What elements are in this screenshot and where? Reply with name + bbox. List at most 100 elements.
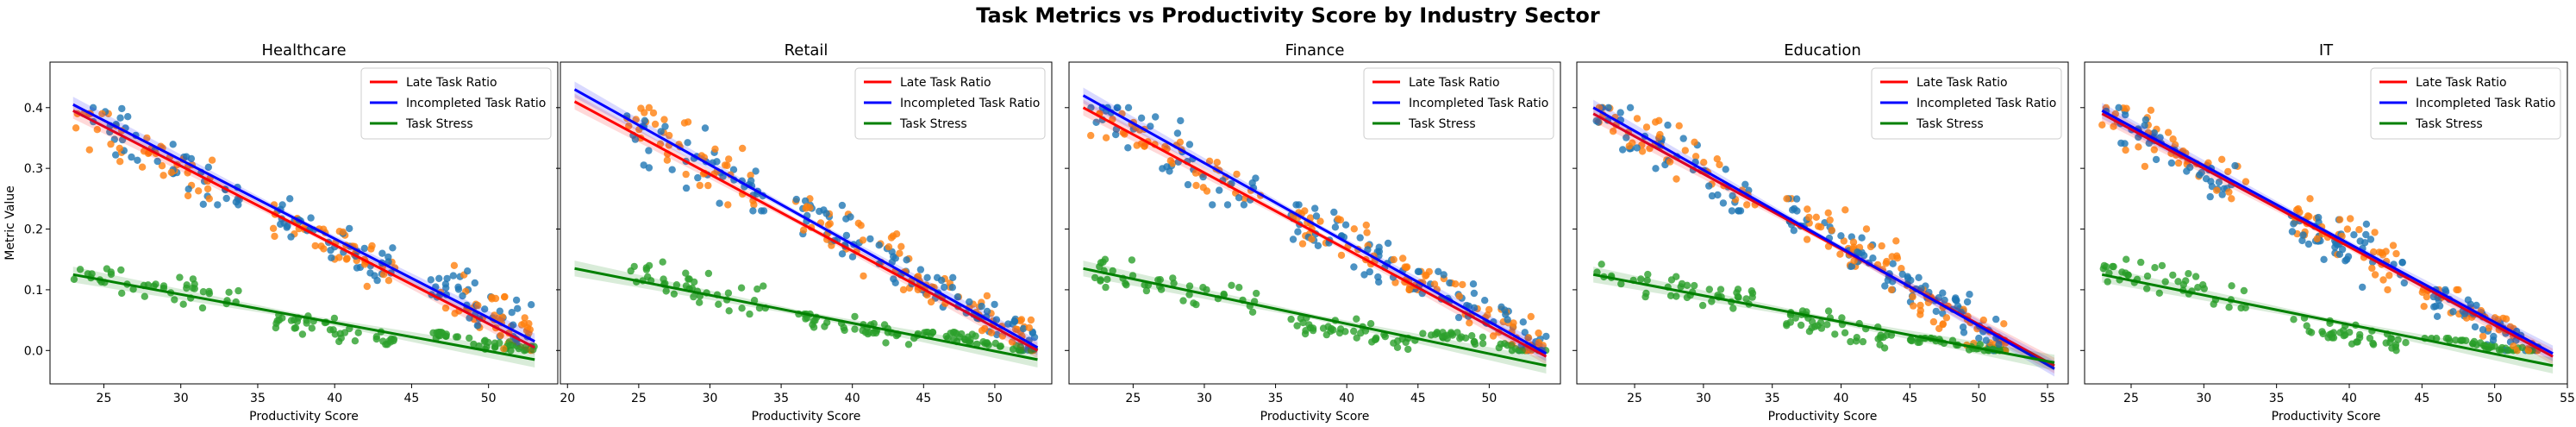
- x-tick-label: 40: [845, 392, 860, 405]
- late-point: [1679, 135, 1687, 142]
- stress-point: [1142, 286, 1151, 295]
- incompleted-point: [1390, 255, 1397, 264]
- incompleted-point: [116, 158, 124, 166]
- x-tick-label: 40: [1834, 392, 1849, 405]
- late-point: [1708, 192, 1716, 200]
- stress-point: [1122, 279, 1129, 287]
- stress-point: [2387, 335, 2396, 342]
- stress-point: [2402, 339, 2410, 347]
- legend: Late Task Ratio Incompleted Task Ratio Tas…: [360, 67, 552, 140]
- late-point: [1440, 271, 1447, 279]
- incompleted-point: [1141, 142, 1148, 150]
- incompleted-point: [269, 224, 278, 232]
- late-point: [631, 135, 640, 143]
- incompleted-point: [2385, 272, 2393, 279]
- stress-point: [2228, 282, 2235, 290]
- incompleted-point: [1102, 134, 1110, 141]
- late-point: [1941, 296, 1948, 305]
- legend-label-late-task-ratio: Late Task Ratio: [1409, 76, 1500, 90]
- late-point: [1092, 118, 1100, 126]
- stress-point: [2104, 278, 2111, 286]
- late-point: [2467, 300, 2474, 308]
- late-point: [510, 321, 517, 329]
- late-point: [512, 296, 521, 305]
- stress-point: [2303, 322, 2310, 330]
- x-tick-label: 45: [1410, 392, 1426, 405]
- incompleted-point: [927, 298, 935, 306]
- late-point: [1469, 280, 1478, 288]
- incompleted-point: [1910, 302, 1917, 310]
- stress-point: [496, 339, 503, 347]
- y-tick-label: 0.4: [24, 102, 43, 116]
- stress-point: [1976, 341, 1984, 349]
- stress-point: [1235, 284, 1243, 292]
- late-point: [729, 166, 738, 173]
- stress-point: [1253, 289, 1260, 298]
- x-tick-label: 40: [2342, 392, 2357, 405]
- late-point: [848, 253, 857, 261]
- stress-point: [630, 262, 638, 271]
- incompleted-point: [1012, 325, 1020, 333]
- incompleted-task-ratio-regression-line: [573, 88, 1039, 349]
- incompleted-point: [711, 145, 719, 153]
- stress-point: [303, 319, 310, 327]
- late-task-ratio-regression-line: [1082, 106, 1547, 358]
- incompleted-point: [2135, 143, 2142, 151]
- legend: Late Task Ratio Incompleted Task Ratio Tas…: [854, 67, 1046, 140]
- late-point: [2350, 231, 2358, 239]
- late-point: [1124, 144, 1132, 152]
- incompleted-point: [2494, 316, 2502, 323]
- late-point: [1292, 201, 1300, 209]
- x-tick-label: 50: [1481, 392, 1497, 405]
- stress-point: [2392, 347, 2400, 355]
- late-point: [287, 233, 295, 241]
- stress-point: [715, 300, 722, 308]
- axes-frame: [560, 61, 1053, 385]
- late-point: [2398, 259, 2406, 267]
- incompleted-point: [1008, 338, 1016, 346]
- x-tick-label: 30: [703, 392, 718, 405]
- incompleted-point: [750, 201, 758, 209]
- stress-point: [1811, 323, 1819, 330]
- incompleted-point: [205, 195, 213, 203]
- late-point: [1966, 291, 1973, 298]
- late-point: [953, 293, 962, 301]
- stress-point: [1877, 331, 1885, 339]
- incompleted-point: [335, 254, 343, 261]
- stress-point: [2353, 338, 2360, 346]
- late-point: [169, 141, 177, 148]
- stress-point: [2143, 272, 2152, 280]
- stress-point: [2169, 271, 2177, 279]
- incompleted-point: [385, 277, 393, 285]
- axes-frame: [49, 61, 559, 385]
- incompleted-point: [1191, 169, 1200, 177]
- stress-point: [118, 289, 126, 298]
- incompleted-point: [1909, 292, 1916, 301]
- late-point: [2460, 310, 2469, 317]
- late-point: [1446, 279, 1454, 287]
- late-point: [1719, 199, 1728, 207]
- stress-point: [1783, 320, 1791, 328]
- x-tick-label: 40: [327, 392, 342, 405]
- late-point: [2442, 287, 2450, 296]
- stress-point: [1637, 275, 1645, 283]
- incompleted-point: [2479, 332, 2487, 340]
- stress-point: [921, 329, 928, 336]
- incompleted-point: [2510, 342, 2517, 350]
- late-point: [2141, 122, 2148, 129]
- stress-point: [1479, 340, 1487, 348]
- incompleted-point: [1489, 332, 1497, 340]
- y-tick-label: 0.2: [24, 223, 43, 237]
- late-point: [1869, 254, 1877, 262]
- x-tick-label: 40: [1339, 392, 1354, 405]
- incompleted-point: [2228, 195, 2235, 203]
- late-point: [937, 276, 946, 285]
- stress-point: [2470, 337, 2479, 346]
- stress-point: [1309, 324, 1317, 332]
- legend-box: [1363, 67, 1554, 140]
- stress-point: [1683, 281, 1691, 289]
- incompleted-point: [367, 245, 375, 253]
- late-point: [427, 276, 435, 284]
- late-point: [473, 322, 481, 330]
- stress-point: [851, 312, 859, 321]
